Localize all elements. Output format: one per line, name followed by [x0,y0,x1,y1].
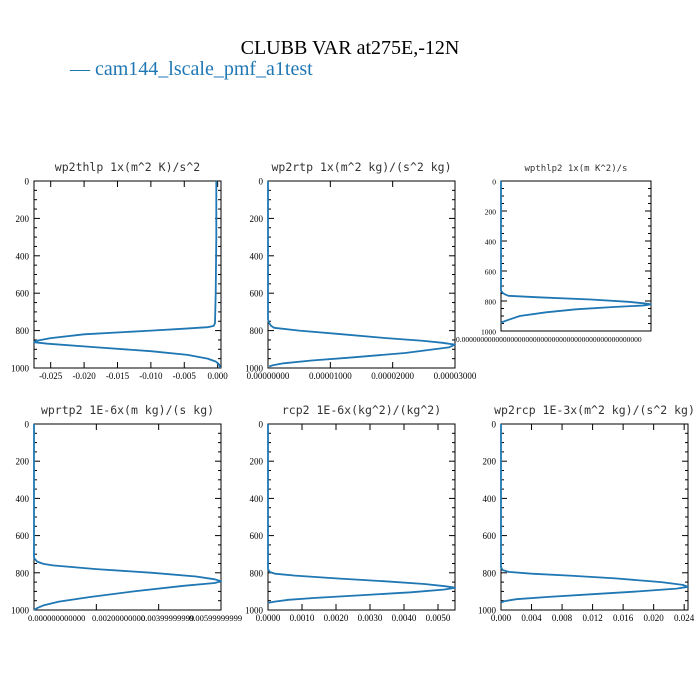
panel-1-y-tick-label: 400 [16,251,30,261]
panel-6-title: wp2rcp 1E-3x(m^2 kg)/(s^2 kg) [494,403,695,417]
panel-4-x-tick-label: 0.00200000000 [92,613,145,623]
panel-4-y-tick-label: 0 [25,420,30,430]
panel-1-x-tick-label: -0.025 [39,371,63,381]
panel-1-x-tick-label: -0.010 [139,371,163,381]
panel-6-x-tick-label: 0.000 [491,613,512,623]
panel-5-y-tick-label: 0 [259,420,264,430]
panel-5-x-tick-label: 0.0030 [358,613,383,623]
panel-3-title: wpthlp2 1x(m K^2)/s [525,164,628,174]
panel-2-y-tick-label: 1000 [245,364,264,374]
panel-4-y-tick-label: 400 [16,494,30,504]
panel-6-y-tick-label: 800 [483,568,497,578]
panel-6-y-tick-label: 0 [492,420,497,430]
panel-5-x-tick-label: 0.0050 [426,613,451,623]
panel-4-y-tick-label: 800 [16,568,30,578]
panel-3-y-tick-label: 600 [485,268,497,277]
panel-2-title: wp2rtp 1x(m^2 kg)/(s^2 kg) [271,160,451,174]
panel-5-title: rcp2 1E-6x(kg^2)/(kg^2) [282,403,441,417]
panel-4-frame [33,423,222,611]
panel-2-series-line [267,181,456,368]
panel-6-y-tick-label: 400 [483,494,497,504]
panel-1-series-line [33,181,222,369]
panel-5-y-tick-label: 200 [250,457,264,467]
panel-2-x-tick-label: 0.00003000 [434,371,477,381]
panel-6-x-tick-label: 0.016 [613,613,634,623]
panel-5-x-tick-label: 0.0000 [256,613,281,623]
panel-5-frame [267,423,456,611]
panel-5-x-tick-label: 0.0040 [392,613,417,623]
panel-2-y-tick-label: 600 [250,289,264,299]
panel-6-y-tick-label: 1000 [478,606,497,616]
panel-2-y-tick-label: 0 [259,177,264,187]
panel-3-y-tick-label: 1000 [481,328,496,337]
panel-1-y-tick-label: 200 [16,214,30,224]
panel-4-x-tick-label: 0.000000000000 [28,613,85,623]
panel-4-y-tick-label: 1000 [11,606,30,616]
panel-5-y-tick-label: 400 [250,494,264,504]
panel-6-x-tick-label: 0.008 [552,613,573,623]
panel-3-series-line [500,181,652,325]
panel-3-y-tick-label: 0 [492,178,496,187]
panel-5-y-tick-label: 800 [250,568,264,578]
panel-1-y-tick-label: 1000 [11,364,30,374]
panel-3-x-tick-label: 0.00000000000000000000000000000000000000… [456,335,642,344]
panel-6-series-line [500,424,689,604]
panel-1-y-tick-label: 0 [25,177,30,187]
panel-1-x-tick-label: 0.000 [208,371,229,381]
panel-4-x-tick-label: 0.00599999999 [189,613,242,623]
panel-3-y-tick-label: 400 [485,238,497,247]
panel-6-x-tick-label: 0.004 [521,613,542,623]
panel-1-x-tick-label: -0.020 [72,371,96,381]
panel-1-title: wp2thlp 1x(m^2 K)/s^2 [55,160,200,174]
panel-5-x-tick-label: 0.0010 [290,613,315,623]
panel-5-x-tick-label: 0.0020 [324,613,349,623]
panel-6-x-tick-label: 0.024 [674,613,695,623]
panel-1-x-tick-label: -0.005 [173,371,197,381]
panel-1-y-tick-label: 600 [16,289,30,299]
panel-2-x-tick-label: 0.00000000 [247,371,290,381]
panel-4-x-tick-label: 0.00399999999 [141,613,194,623]
legend-entry: — cam144_lscale_pmf_a1test [70,58,313,80]
panel-2-x-tick-label: 0.00001000 [309,371,352,381]
panel-3-y-tick-label: 800 [485,298,497,307]
panel-1-x-tick-label: -0.015 [106,371,130,381]
panel-2-y-tick-label: 200 [250,214,264,224]
panel-1-frame [33,180,222,369]
panel-4-title: wprtp2 1E-6x(m kg)/(s kg) [41,403,214,417]
panel-6-y-tick-label: 200 [483,457,497,467]
panel-4-y-tick-label: 600 [16,531,30,541]
panel-6-y-tick-label: 600 [483,531,497,541]
panel-5-y-tick-label: 600 [250,531,264,541]
panel-4-series-line [33,424,222,611]
panel-2-y-tick-label: 400 [250,251,264,261]
panel-2-x-tick-label: 0.00002000 [371,371,414,381]
panel-2-y-tick-label: 800 [250,326,264,336]
panel-5-series-line [267,424,456,604]
panel-5-y-tick-label: 1000 [245,606,264,616]
page-title: CLUBB VAR at275E,-12N [240,37,460,59]
panel-6-x-tick-label: 0.020 [644,613,665,623]
panel-6-x-tick-label: 0.012 [582,613,602,623]
panel-3-y-tick-label: 200 [485,208,497,217]
panel-1-y-tick-label: 800 [16,326,30,336]
panel-4-y-tick-label: 200 [16,457,30,467]
panel-2-frame [267,180,456,369]
